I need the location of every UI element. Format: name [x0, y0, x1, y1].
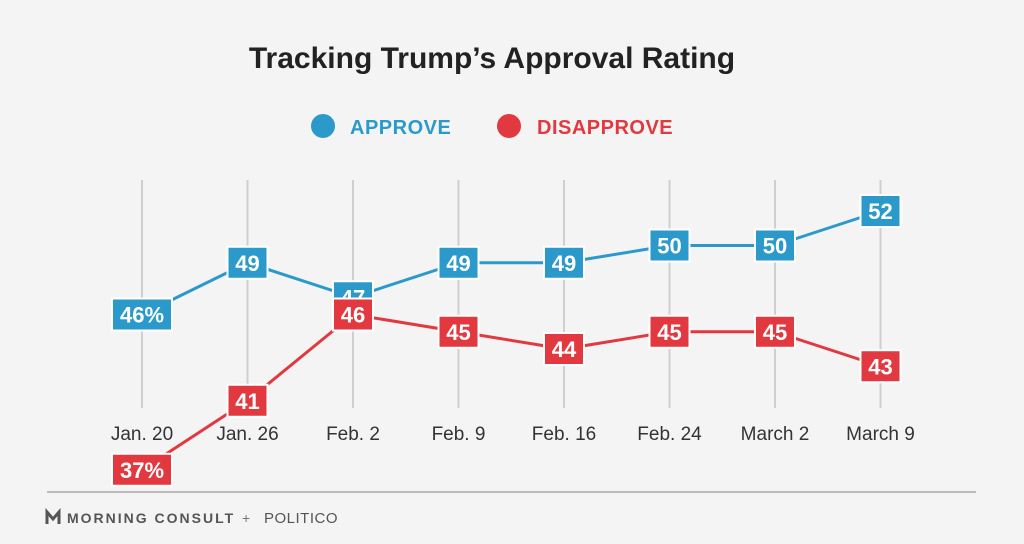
footer-publisher: POLITICO	[264, 510, 338, 527]
chart-title: Tracking Trump’s Approval Rating	[249, 42, 735, 75]
x-tick-label: Feb. 16	[532, 424, 596, 445]
x-axis-ticks: Jan. 20 Jan. 26 Feb. 2 Feb. 9 Feb. 16 Feb. 24…	[111, 424, 915, 445]
disapprove-data-label: 45	[446, 320, 470, 345]
disapprove-point-box	[332, 297, 374, 332]
x-tick-label: Jan. 20	[111, 424, 173, 445]
approve-data-label: 50	[657, 234, 681, 259]
approve-point-box	[111, 297, 173, 332]
approve-point-box	[754, 228, 796, 263]
approve-point: 49	[437, 245, 480, 280]
x-tick-label: Jan. 26	[216, 424, 278, 445]
approve-point: 49	[226, 245, 269, 280]
legend-approve-marker	[311, 114, 335, 138]
x-tick-label: March 2	[741, 424, 810, 445]
approve-point: 49	[543, 245, 585, 280]
approve-data-label: 46%	[120, 303, 164, 328]
disapprove-data-label: 44	[552, 337, 577, 362]
legend-disapprove-marker	[497, 114, 521, 138]
approve-data-label: 49	[552, 251, 576, 276]
disapprove-data-label: 45	[763, 320, 787, 345]
footer: MORNING CONSULT + POLITICO	[45, 507, 338, 527]
approve-point: 50	[648, 228, 691, 263]
approve-data-label: 50	[763, 234, 787, 259]
disapprove-point-box	[437, 314, 480, 349]
footer-separator: +	[242, 510, 250, 526]
disapprove-point-box	[859, 349, 902, 384]
x-tick-label: March 9	[846, 424, 915, 445]
disapprove-point: 45	[648, 314, 691, 349]
legend-disapprove-label: DISAPPROVE	[537, 117, 673, 139]
disapprove-point-box	[543, 332, 585, 366]
disapprove-data-label: 37%	[120, 458, 164, 483]
approve-point: 50	[754, 228, 796, 263]
approve-point-box	[859, 194, 902, 228]
disapprove-data-label: 45	[657, 320, 681, 345]
approve-data-label: 49	[235, 251, 259, 276]
approve-point: 52	[859, 194, 902, 228]
mc-logo-icon	[45, 507, 61, 524]
gridlines	[141, 180, 882, 408]
disapprove-point: 41	[226, 383, 269, 418]
disapprove-point: 45	[437, 314, 480, 349]
approve-point-box	[648, 228, 691, 263]
x-tick-label: Feb. 9	[432, 424, 486, 445]
disapprove-data-label: 43	[868, 354, 892, 379]
disapprove-point: 37%	[111, 452, 173, 487]
disapprove-point-box	[648, 314, 691, 349]
disapprove-point-box	[754, 314, 796, 349]
disapprove-data-label: 41	[235, 389, 259, 414]
approve-point-box	[226, 245, 269, 280]
disapprove-point-box	[226, 383, 269, 418]
disapprove-point: 45	[754, 314, 796, 349]
approve-point: 46%	[111, 297, 173, 332]
disapprove-point: 46	[332, 297, 374, 332]
approve-point-box	[437, 245, 480, 280]
footer-brand: MORNING CONSULT	[67, 510, 235, 526]
approve-point-box	[543, 245, 585, 280]
x-tick-label: Feb. 2	[326, 424, 380, 445]
disapprove-point: 43	[859, 349, 902, 384]
disapprove-point: 44	[543, 332, 585, 366]
disapprove-point-box	[111, 452, 173, 487]
legend-approve-label: APPROVE	[350, 117, 451, 139]
approve-data-label: 49	[446, 251, 470, 276]
x-tick-label: Feb. 24	[637, 424, 702, 445]
disapprove-data-label: 46	[341, 303, 365, 328]
legend: APPROVE DISAPPROVE	[311, 114, 673, 139]
approve-data-label: 52	[868, 199, 892, 224]
